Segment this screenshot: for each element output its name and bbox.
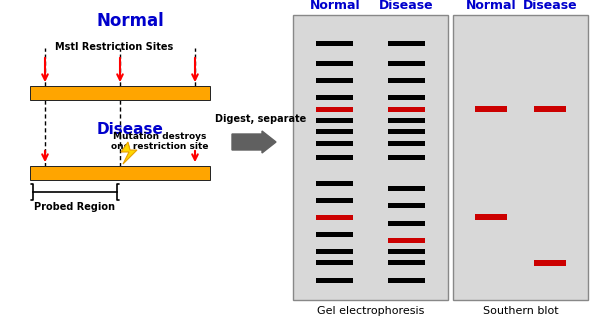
Bar [388, 204, 425, 208]
Bar [30, 86, 210, 100]
Bar [316, 181, 353, 186]
Text: Normal: Normal [310, 0, 360, 12]
Text: Gel electrophoresis: Gel electrophoresis [317, 306, 424, 316]
Bar [388, 107, 425, 112]
Bar [316, 129, 353, 134]
Bar [388, 41, 425, 46]
Bar [388, 249, 425, 254]
Text: Southern blot: Southern blot [483, 306, 558, 316]
Bar [316, 232, 353, 237]
Text: Disease: Disease [379, 0, 434, 12]
Bar [293, 15, 448, 300]
Bar [388, 277, 425, 283]
Polygon shape [121, 142, 137, 164]
Bar [316, 198, 353, 203]
Bar [316, 277, 353, 283]
Bar [30, 166, 210, 180]
Bar [475, 106, 507, 112]
Bar [388, 260, 425, 266]
Bar [534, 106, 566, 112]
Bar [534, 260, 566, 266]
Text: Disease: Disease [523, 0, 578, 12]
Bar [316, 249, 353, 254]
Bar [316, 107, 353, 112]
Bar [316, 215, 353, 220]
Bar [388, 155, 425, 160]
Bar [316, 78, 353, 83]
Bar [388, 61, 425, 66]
Text: Normal: Normal [466, 0, 516, 12]
Bar [388, 78, 425, 83]
Text: Probed Region: Probed Region [34, 202, 116, 212]
Bar [388, 95, 425, 100]
Text: MstI Restriction Sites: MstI Restriction Sites [55, 42, 173, 52]
Text: Mutation destroys
one restriction site: Mutation destroys one restriction site [112, 132, 209, 151]
Bar [388, 238, 425, 243]
Bar [316, 41, 353, 46]
Bar [316, 61, 353, 66]
Bar [316, 155, 353, 160]
Bar [316, 141, 353, 146]
Bar [388, 129, 425, 134]
Bar [316, 118, 353, 123]
Bar [453, 15, 588, 300]
Text: Digest, separate: Digest, separate [215, 114, 307, 124]
FancyArrow shape [232, 131, 276, 153]
Bar [388, 141, 425, 146]
Bar [388, 220, 425, 226]
Bar [388, 118, 425, 123]
Bar [316, 95, 353, 100]
Bar [316, 260, 353, 266]
Text: Disease: Disease [97, 122, 163, 137]
Bar [388, 186, 425, 191]
Bar [475, 214, 507, 220]
Text: Normal: Normal [96, 12, 164, 30]
